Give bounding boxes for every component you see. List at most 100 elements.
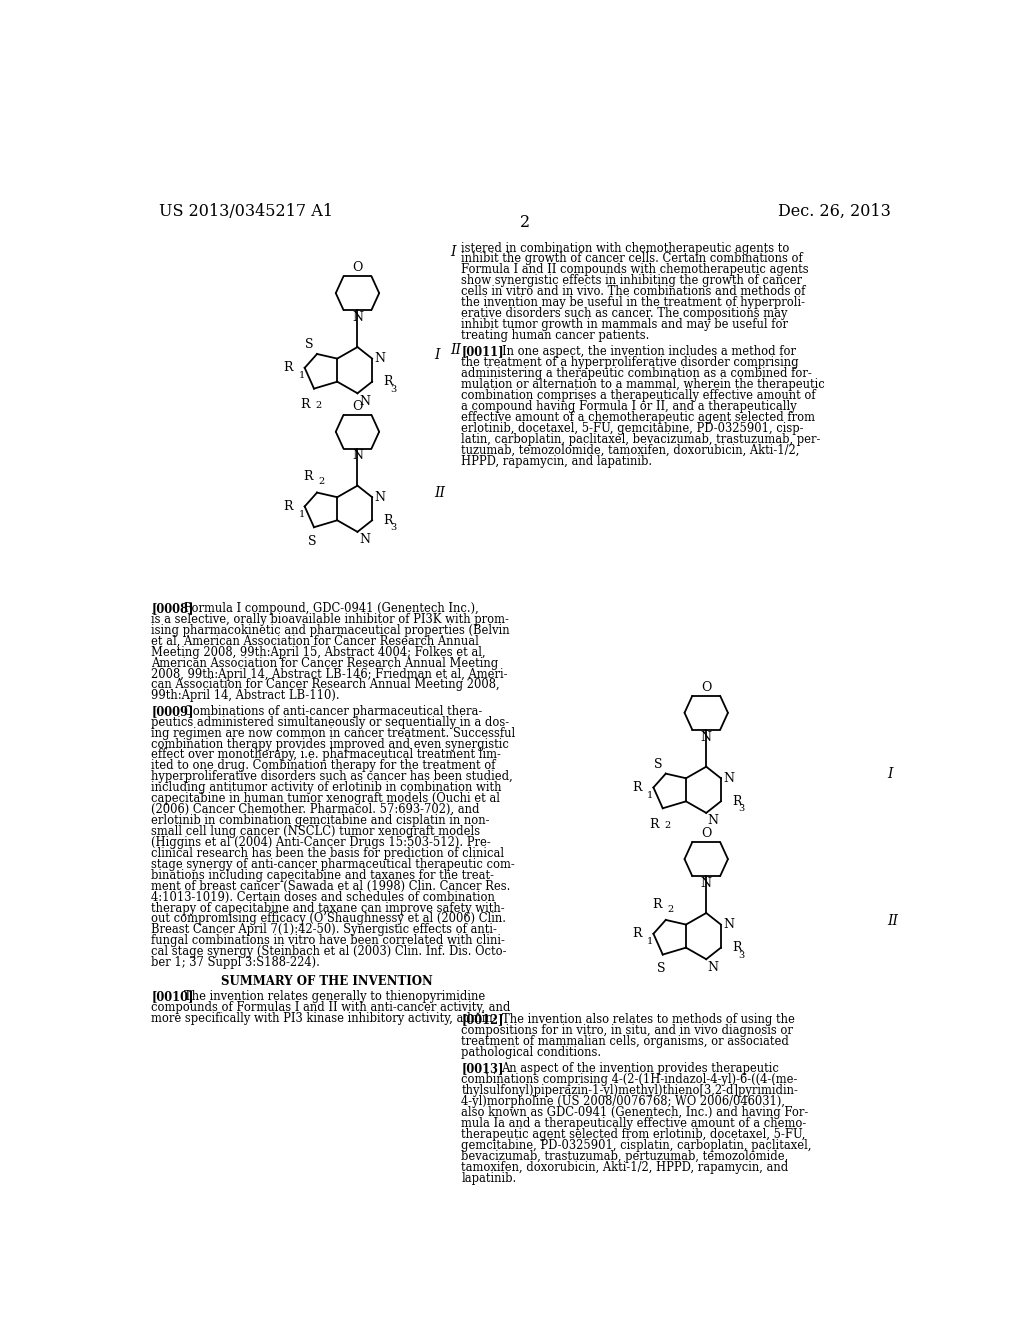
Text: cells in vitro and in vivo. The combinations and methods of: cells in vitro and in vivo. The combinat… [461,285,806,298]
Text: also known as GDC-0941 (Genentech, Inc.) and having For-: also known as GDC-0941 (Genentech, Inc.)… [461,1106,809,1119]
Text: N: N [352,312,362,323]
Text: Meeting 2008, 99th:April 15, Abstract 4004; Folkes et al,: Meeting 2008, 99th:April 15, Abstract 40… [152,645,485,659]
Text: R: R [384,375,393,388]
Text: therapeutic agent selected from erlotinib, docetaxel, 5-FU,: therapeutic agent selected from erlotini… [461,1127,806,1140]
Text: R: R [732,795,742,808]
Text: R: R [652,898,662,911]
Text: The invention relates generally to thienopyrimidine: The invention relates generally to thien… [183,990,485,1003]
Text: 4:1013-1019). Certain doses and schedules of combination: 4:1013-1019). Certain doses and schedule… [152,891,496,904]
Text: 1: 1 [647,937,653,946]
Text: R: R [284,362,293,375]
Text: I: I [451,244,456,259]
Text: I: I [434,347,439,362]
Text: effect over monotherapy, i.e. pharmaceutical treatment lim-: effect over monotherapy, i.e. pharmaceut… [152,748,501,762]
Text: 2: 2 [665,821,671,829]
Text: including antitumor activity of erlotinib in combination with: including antitumor activity of erlotini… [152,781,502,795]
Text: Breast Cancer April 7(1):42-50). Synergistic effects of anti-: Breast Cancer April 7(1):42-50). Synergi… [152,924,497,936]
Text: II: II [451,343,462,358]
Text: 1: 1 [299,371,305,380]
Text: 2: 2 [520,214,529,231]
Text: mula Ia and a therapeutically effective amount of a chemo-: mula Ia and a therapeutically effective … [461,1117,807,1130]
Text: combination therapy provides improved and even synergistic: combination therapy provides improved an… [152,738,509,751]
Text: Combinations of anti-cancer pharmaceutical thera-: Combinations of anti-cancer pharmaceutic… [183,705,482,718]
Text: ber 1; 37 Suppl 3:S188-224).: ber 1; 37 Suppl 3:S188-224). [152,956,321,969]
Text: thylsulfonyl)piperazin-1-yl)methyl)thieno[3,2-d]pyrimidin-: thylsulfonyl)piperazin-1-yl)methyl)thien… [461,1084,798,1097]
Text: ising pharmacokinetic and pharmaceutical properties (Belvin: ising pharmacokinetic and pharmaceutical… [152,624,510,636]
Text: 3: 3 [738,804,744,813]
Text: American Association for Cancer Research Annual Meeting: American Association for Cancer Research… [152,656,499,669]
Text: R: R [633,927,642,940]
Text: R: R [633,781,642,795]
Text: 3: 3 [738,950,744,960]
Text: ing regimen are now common in cancer treatment. Successful: ing regimen are now common in cancer tre… [152,726,515,739]
Text: capecitabine in human tumor xenograft models (Ouchi et al: capecitabine in human tumor xenograft mo… [152,792,501,805]
Text: can Association for Cancer Research Annual Meeting 2008,: can Association for Cancer Research Annu… [152,678,500,692]
Text: binations including capecitabine and taxanes for the treat-: binations including capecitabine and tax… [152,869,495,882]
Text: inhibit the growth of cancer cells. Certain combinations of: inhibit the growth of cancer cells. Cert… [461,252,803,265]
Text: cal stage synergy (Steinbach et al (2003) Clin. Inf. Dis. Octo-: cal stage synergy (Steinbach et al (2003… [152,945,507,958]
Text: N: N [359,533,370,546]
Text: fungal combinations in vitro have been correlated with clini-: fungal combinations in vitro have been c… [152,935,505,948]
Text: inhibit tumor growth in mammals and may be useful for: inhibit tumor growth in mammals and may … [461,318,788,331]
Text: out compromising efficacy (O’Shaughnessy et al (2006) Clin.: out compromising efficacy (O’Shaughnessy… [152,912,506,925]
Text: bevacizumab, trastuzumab, pertuzumab, temozolomide,: bevacizumab, trastuzumab, pertuzumab, te… [461,1150,788,1163]
Text: 2: 2 [315,401,322,411]
Text: An aspect of the invention provides therapeutic: An aspect of the invention provides ther… [502,1063,779,1076]
Text: I: I [888,767,893,781]
Text: 1: 1 [647,791,653,800]
Text: O: O [352,400,362,412]
Text: N: N [708,814,719,828]
Text: SUMMARY OF THE INVENTION: SUMMARY OF THE INVENTION [220,974,432,987]
Text: show synergistic effects in inhibiting the growth of cancer: show synergistic effects in inhibiting t… [461,275,802,288]
Text: 4-yl)morpholine (US 2008/0076768; WO 2006/046031),: 4-yl)morpholine (US 2008/0076768; WO 200… [461,1096,785,1107]
Text: ment of breast cancer (Sawada et al (1998) Clin. Cancer Res.: ment of breast cancer (Sawada et al (199… [152,879,511,892]
Text: istered in combination with chemotherapeutic agents to: istered in combination with chemotherape… [461,242,790,255]
Text: (2006) Cancer Chemother. Pharmacol. 57:693-702), and: (2006) Cancer Chemother. Pharmacol. 57:6… [152,803,480,816]
Text: O: O [701,826,712,840]
Text: erative disorders such as cancer. The compositions may: erative disorders such as cancer. The co… [461,308,787,321]
Text: clinical research has been the basis for prediction of clinical: clinical research has been the basis for… [152,847,505,859]
Text: Formula I and II compounds with chemotherapeutic agents: Formula I and II compounds with chemothe… [461,264,809,276]
Text: pathological conditions.: pathological conditions. [461,1045,601,1059]
Text: N: N [375,491,385,504]
Text: erlotinib, docetaxel, 5-FU, gemcitabine, PD-0325901, cisp-: erlotinib, docetaxel, 5-FU, gemcitabine,… [461,422,804,436]
Text: In one aspect, the invention includes a method for: In one aspect, the invention includes a … [502,346,796,359]
Text: O: O [701,681,712,693]
Text: [0011]: [0011] [461,346,504,359]
Text: Formula I compound, GDC-0941 (Genentech Inc.),: Formula I compound, GDC-0941 (Genentech … [183,602,478,615]
Text: administering a therapeutic combination as a combined for-: administering a therapeutic combination … [461,367,812,380]
Text: stage synergy of anti-cancer pharmaceutical therapeutic com-: stage synergy of anti-cancer pharmaceuti… [152,858,515,871]
Text: R: R [284,500,293,513]
Text: [0012]: [0012] [461,1014,504,1026]
Text: R: R [304,470,313,483]
Text: O: O [352,261,362,275]
Text: (Higgins et al (2004) Anti-Cancer Drugs 15:503-512). Pre-: (Higgins et al (2004) Anti-Cancer Drugs … [152,836,490,849]
Text: mulation or alternation to a mammal, wherein the therapeutic: mulation or alternation to a mammal, whe… [461,379,825,391]
Text: latin, carboplatin, paclitaxel, bevacizumab, trastuzumab, per-: latin, carboplatin, paclitaxel, bevacizu… [461,433,820,446]
Text: R: R [301,397,310,411]
Text: N: N [352,449,362,462]
Text: et al, American Association for Cancer Research Annual: et al, American Association for Cancer R… [152,635,479,648]
Text: compositions for in vitro, in situ, and in vivo diagnosis or: compositions for in vitro, in situ, and … [461,1024,794,1038]
Text: N: N [375,352,385,366]
Text: 99th:April 14, Abstract LB-110).: 99th:April 14, Abstract LB-110). [152,689,340,702]
Text: compounds of Formulas I and II with anti-cancer activity, and: compounds of Formulas I and II with anti… [152,1001,511,1014]
Text: N: N [700,876,712,890]
Text: 2: 2 [668,904,674,913]
Text: N: N [723,917,734,931]
Text: [0013]: [0013] [461,1063,504,1076]
Text: II: II [434,486,445,500]
Text: a compound having Formula I or II, and a therapeutically: a compound having Formula I or II, and a… [461,400,797,413]
Text: gemcitabine, PD-0325901, cisplatin, carboplatin, paclitaxel,: gemcitabine, PD-0325901, cisplatin, carb… [461,1139,812,1152]
Text: the invention may be useful in the treatment of hyperproli-: the invention may be useful in the treat… [461,296,805,309]
Text: US 2013/0345217 A1: US 2013/0345217 A1 [159,203,333,220]
Text: HPPD, rapamycin, and lapatinib.: HPPD, rapamycin, and lapatinib. [461,455,652,467]
Text: erlotinib in combination gemcitabine and cisplatin in non-: erlotinib in combination gemcitabine and… [152,814,489,828]
Text: R: R [649,817,658,830]
Text: 2008, 99th:April 14, Abstract LB-146; Friedman et al, Ameri-: 2008, 99th:April 14, Abstract LB-146; Fr… [152,668,508,681]
Text: [0009]: [0009] [152,705,194,718]
Text: 3: 3 [390,385,396,393]
Text: [0010]: [0010] [152,990,194,1003]
Text: R: R [732,941,742,954]
Text: II: II [888,913,898,928]
